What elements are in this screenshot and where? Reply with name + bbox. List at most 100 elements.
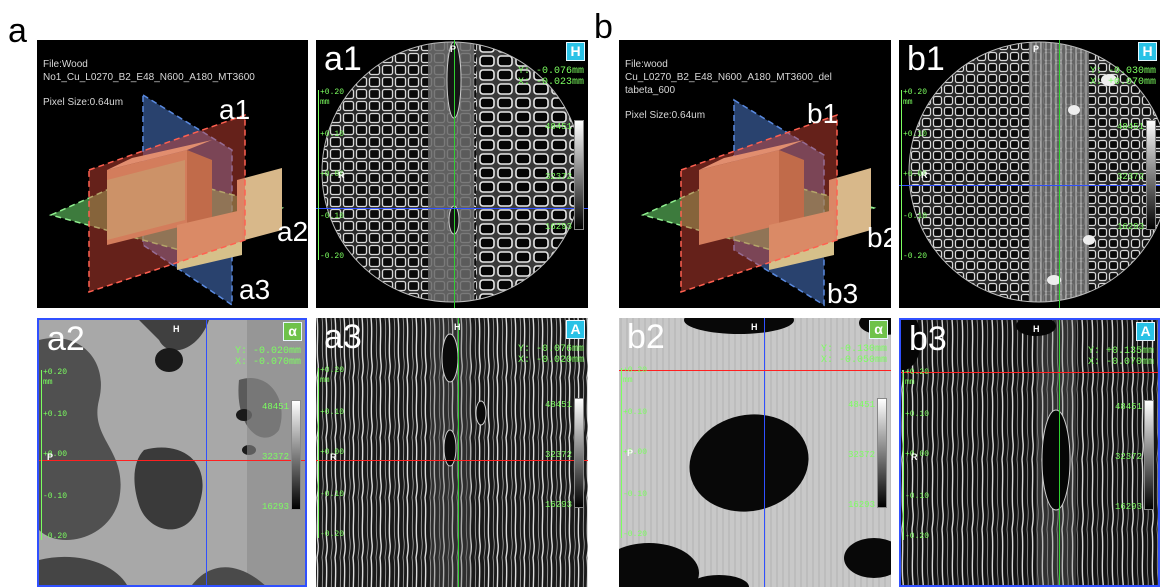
axis-label-top: H	[454, 322, 461, 332]
cross-section-image	[321, 41, 583, 303]
plane-label-b2: b2	[867, 222, 891, 253]
scale-tick: -0.20	[43, 532, 68, 541]
plane-label-a1: a1	[219, 94, 251, 125]
scale-tick: +0.00	[903, 170, 928, 179]
axis-label-side: R	[911, 452, 918, 462]
colorbar	[574, 398, 584, 508]
plane-label-b3: b3	[827, 278, 859, 308]
crosshair-horizontal	[899, 185, 1160, 186]
scale-ruler	[903, 370, 904, 540]
colorbar-mid: 32372	[1114, 452, 1142, 462]
scale-tick: +0.00	[43, 450, 68, 459]
scene-panel-a[interactable]: File:Wood No1_Cu_L0270_B2_E48_N600_A180_…	[37, 40, 308, 308]
scale-tick: -0.10	[905, 492, 930, 501]
scene-info-b: File:wood Cu_L0270_B2_E48_N600_A180_MT36…	[625, 58, 832, 122]
crosshair-vertical	[764, 318, 765, 587]
coordinate-readout: Y: -0.030mm X: +0.070mm	[1089, 66, 1156, 88]
scale-tick: +0.20	[903, 88, 928, 97]
slice-panel-a2[interactable]: a2 α Y: -0.020mm X: -0.070mm 48451 32372 …	[37, 318, 307, 587]
scale-ruler	[318, 368, 319, 538]
pixel-size: Pixel Size:0.64um	[43, 97, 124, 108]
colorbar	[1146, 120, 1156, 230]
slice-panel-b1[interactable]: b1 H Y: -0.030mm X: +0.070mm 48451 32372 …	[899, 40, 1160, 308]
crosshair-horizontal	[316, 208, 588, 209]
axis-label-side: R	[330, 452, 337, 462]
plane-label-a3: a3	[239, 274, 271, 305]
scale-tick: +0.00	[623, 448, 648, 457]
colorbar	[291, 400, 301, 510]
colorbar-max: 48451	[544, 122, 572, 132]
scene-panel-b[interactable]: File:wood Cu_L0270_B2_E48_N600_A180_MT36…	[619, 40, 891, 308]
file-name-2: tabeta_600	[625, 85, 676, 96]
scale-tick: +0.10	[623, 408, 648, 417]
crosshair-vertical	[454, 40, 455, 308]
3d-volume-illustration	[48, 93, 285, 307]
longitudinal-section-image	[619, 318, 891, 587]
longitudinal-section-image	[39, 320, 305, 585]
crosshair-vertical	[1059, 40, 1060, 308]
scale-ruler	[621, 368, 622, 538]
axis-label-side: R	[921, 170, 928, 180]
coordinate-readout: Y: -0.130mm X: -0.050mm	[820, 344, 887, 366]
panel-title: a2	[47, 320, 85, 358]
slice-panel-b3[interactable]: b3 A Y: +0.135mm X: -0.070mm 48451 32372 …	[899, 318, 1160, 587]
slice-panel-a1[interactable]: a1 H Y: -0.076mm X: -0.023mm 48451 32372 …	[316, 40, 588, 308]
panel-title: a3	[324, 318, 362, 356]
scale-ruler	[901, 90, 902, 260]
slice-panel-a3[interactable]: a3 A Y: -0.076mm X: -0.020mm 48451 32372 …	[316, 318, 588, 587]
colorbar-mid: 32372	[544, 450, 572, 460]
scale-tick: +0.20	[320, 366, 345, 375]
colorbar-min: 16293	[1116, 222, 1144, 232]
plane-label-a2: a2	[277, 216, 308, 247]
panel-title: b2	[627, 318, 665, 356]
crosshair-vertical	[206, 320, 207, 585]
longitudinal-section-image	[901, 320, 1158, 585]
axis-label-side: P	[47, 452, 54, 462]
slice-panel-b2[interactable]: b2 α Y: -0.130mm X: -0.050mm 48451 32372 …	[619, 318, 891, 587]
pixel-size: Pixel Size:0.64um	[625, 110, 706, 121]
plane-label-b1: b1	[807, 98, 839, 129]
view-badge-a[interactable]: A	[566, 320, 585, 339]
scale-ruler	[41, 370, 42, 540]
colorbar-max: 48451	[1116, 122, 1144, 132]
view-badge-h[interactable]: H	[566, 42, 585, 61]
view-badge-alpha[interactable]: α	[283, 322, 302, 341]
view-badge-a[interactable]: A	[1136, 322, 1155, 341]
figure-label-b: b	[594, 8, 613, 46]
colorbar-min: 16293	[1114, 502, 1142, 512]
scale-unit: mm	[623, 376, 633, 385]
axis-label-top: H	[751, 322, 758, 332]
axis-label-top: P	[1033, 44, 1040, 54]
scene-info-a: File:Wood No1_Cu_L0270_B2_E48_N600_A180_…	[43, 58, 255, 109]
colorbar-max: 48451	[847, 400, 875, 410]
scale-tick: +0.20	[905, 368, 930, 377]
crosshair-horizontal	[619, 370, 891, 371]
scale-tick: -0.10	[903, 212, 928, 221]
longitudinal-section-image	[316, 318, 588, 587]
scale-unit: mm	[320, 98, 330, 107]
axis-label-top: H	[173, 324, 180, 334]
view-badge-alpha[interactable]: α	[869, 320, 888, 339]
scale-tick: -0.20	[320, 530, 345, 539]
colorbar-mid: 32372	[544, 172, 572, 182]
scale-tick: +0.10	[43, 410, 68, 419]
colorbar-max: 48451	[544, 400, 572, 410]
scale-tick: -0.20	[623, 530, 648, 539]
colorbar-mid: 32372	[847, 450, 875, 460]
crosshair-vertical	[1059, 320, 1060, 585]
file-title: File:Wood	[43, 59, 88, 70]
scale-tick: +0.10	[320, 130, 345, 139]
file-name: No1_Cu_L0270_B2_E48_N600_A180_MT3600	[43, 72, 255, 83]
view-badge-h[interactable]: H	[1138, 42, 1157, 61]
colorbar-min: 16293	[544, 222, 572, 232]
file-name: Cu_L0270_B2_E48_N600_A180_MT3600_del	[625, 72, 832, 83]
panel-title: b1	[907, 40, 945, 78]
3d-volume-illustration	[640, 98, 877, 307]
scale-tick: +0.10	[905, 410, 930, 419]
colorbar-min: 16293	[261, 502, 289, 512]
scale-tick: -0.20	[320, 252, 345, 261]
crosshair-horizontal	[901, 372, 1158, 373]
colorbar	[1144, 400, 1154, 510]
coordinate-readout: Y: -0.076mm X: -0.020mm	[517, 344, 584, 366]
scale-unit: mm	[905, 378, 915, 387]
